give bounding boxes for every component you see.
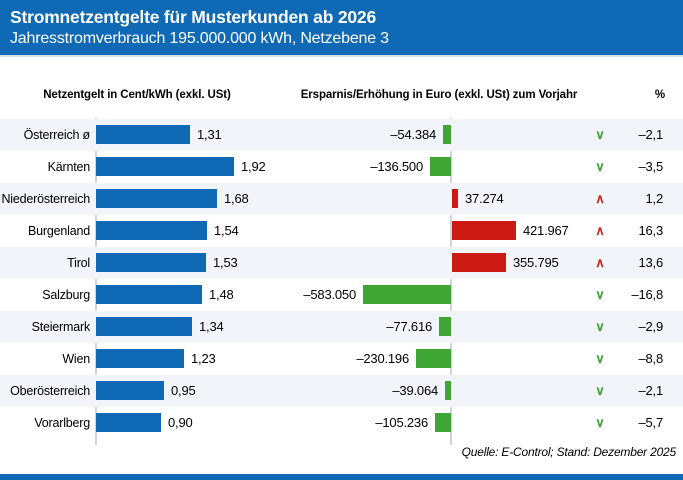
arrow-up-icon: ∧ <box>595 191 605 206</box>
netzentgelt-bar <box>96 413 161 432</box>
ersparnis-bar <box>416 349 451 368</box>
netzentgelt-bar <box>96 221 207 240</box>
column-header-percent: % <box>654 89 665 101</box>
table-row: Vorarlberg 0,90 –105.236 ∨ –5,7 <box>0 407 683 439</box>
left-chart-axis-line <box>95 118 97 445</box>
netzentgelt-value: 0,95 <box>171 383 196 398</box>
netzentgelt-value: 1,34 <box>199 319 224 334</box>
ersparnis-bar <box>445 381 451 400</box>
column-header-ersparnis: Ersparnis/Erhöhung in Euro (exkl. USt) z… <box>300 89 578 101</box>
table-row: Niederösterreich 1,68 37.274 ∧ 1,2 <box>0 183 683 215</box>
netzentgelt-value: 0,90 <box>168 415 193 430</box>
netzentgelt-value: 1,68 <box>224 191 249 206</box>
arrow-up-icon: ∧ <box>595 255 605 270</box>
row-label: Niederösterreich <box>1 192 90 206</box>
netzentgelt-value: 1,92 <box>241 159 266 174</box>
chart-title: Stromnetzentgelte für Musterkunden ab 20… <box>10 7 376 27</box>
arrow-up-icon: ∧ <box>595 223 605 238</box>
table-row: Kärnten 1,92 –136.500 ∨ –3,5 <box>0 151 683 183</box>
ersparnis-bar <box>435 413 451 432</box>
arrow-down-icon: ∨ <box>595 127 605 142</box>
source-note: Quelle: E-Control; Stand: Dezember 2025 <box>461 445 677 459</box>
arrow-down-icon: ∨ <box>595 383 605 398</box>
euro-value: –105.236 <box>375 415 428 430</box>
euro-value: –583.050 <box>303 287 356 302</box>
netzentgelt-bar <box>96 285 202 304</box>
netzentgelt-value: 1,54 <box>214 223 239 238</box>
netzentgelt-bar <box>96 349 184 368</box>
percent-value: –8,8 <box>638 351 663 366</box>
table-row: Wien 1,23 –230.196 ∨ –8,8 <box>0 343 683 375</box>
netzentgelt-bar <box>96 157 234 176</box>
netzentgelt-bar <box>96 317 192 336</box>
percent-value: –5,7 <box>638 415 663 430</box>
netzentgelt-bar <box>96 189 217 208</box>
netzentgelt-bar <box>96 253 206 272</box>
euro-value: –136.500 <box>370 159 423 174</box>
erhoehung-bar <box>452 221 516 240</box>
euro-value: –230.196 <box>356 351 409 366</box>
chart-header: Stromnetzentgelte für Musterkunden ab 20… <box>0 0 683 57</box>
ersparnis-bar <box>439 317 451 336</box>
percent-value: –2,1 <box>638 127 663 142</box>
row-label: Burgenland <box>28 224 90 238</box>
percent-value: 1,2 <box>645 191 664 206</box>
row-label: Salzburg <box>42 288 90 302</box>
ersparnis-bar <box>363 285 451 304</box>
middle-chart-axis-line <box>450 118 452 445</box>
row-label: Vorarlberg <box>34 416 90 430</box>
percent-value: –16,8 <box>631 287 663 302</box>
ersparnis-bar <box>443 125 451 144</box>
table-row: Tirol 1,53 355.795 ∧ 13,6 <box>0 247 683 279</box>
chart-subtitle: Jahresstromverbrauch 195.000.000 kWh, Ne… <box>10 30 389 47</box>
row-label: Tirol <box>67 256 90 270</box>
netzentgelt-value: 1,23 <box>191 351 216 366</box>
row-label: Kärnten <box>47 160 91 174</box>
row-label: Wien <box>62 352 90 366</box>
euro-value: –39.064 <box>392 383 438 398</box>
percent-value: 13,6 <box>638 255 663 270</box>
table-row: Burgenland 1,54 421.967 ∧ 16,3 <box>0 215 683 247</box>
ersparnis-bar <box>430 157 451 176</box>
row-label: Oberösterreich <box>10 384 90 398</box>
percent-value: –3,5 <box>638 159 663 174</box>
percent-value: –2,9 <box>638 319 663 334</box>
percent-value: –2,1 <box>638 383 663 398</box>
rows: Österreich ø 1,31 –54.384 ∨ –2,1 Kärnten 1,92 –… <box>0 119 683 439</box>
netzentgelt-bar <box>96 125 190 144</box>
euro-value: 355.795 <box>513 255 559 270</box>
arrow-down-icon: ∨ <box>595 415 605 430</box>
table-row: Steiermark 1,34 –77.616 ∨ –2,9 <box>0 311 683 343</box>
percent-value: 16,3 <box>638 223 663 238</box>
row-label: Österreich ø <box>23 128 91 142</box>
netzentgelt-value: 1,53 <box>213 255 238 270</box>
table-row: Österreich ø 1,31 –54.384 ∨ –2,1 <box>0 119 683 151</box>
table-row: Salzburg 1,48 –583.050 ∨ –16,8 <box>0 279 683 311</box>
erhoehung-bar <box>452 189 458 208</box>
table-row: Oberösterreich 0,95 –39.064 ∨ –2,1 <box>0 375 683 407</box>
arrow-down-icon: ∨ <box>595 287 605 302</box>
netzentgelt-value: 1,48 <box>209 287 234 302</box>
euro-value: –77.616 <box>386 319 432 334</box>
row-label: Steiermark <box>31 320 91 334</box>
euro-value: 37.274 <box>465 191 504 206</box>
bottom-accent-bar <box>0 474 683 480</box>
netzentgelt-value: 1,31 <box>197 127 222 142</box>
column-header-netzentgelt: Netzentgelt in Cent/kWh (exkl. USt) <box>43 89 231 101</box>
arrow-down-icon: ∨ <box>595 351 605 366</box>
erhoehung-bar <box>452 253 506 272</box>
euro-value: –54.384 <box>390 127 436 142</box>
netzentgelt-bar <box>96 381 164 400</box>
arrow-down-icon: ∨ <box>595 319 605 334</box>
arrow-down-icon: ∨ <box>595 159 605 174</box>
euro-value: 421.967 <box>523 223 569 238</box>
